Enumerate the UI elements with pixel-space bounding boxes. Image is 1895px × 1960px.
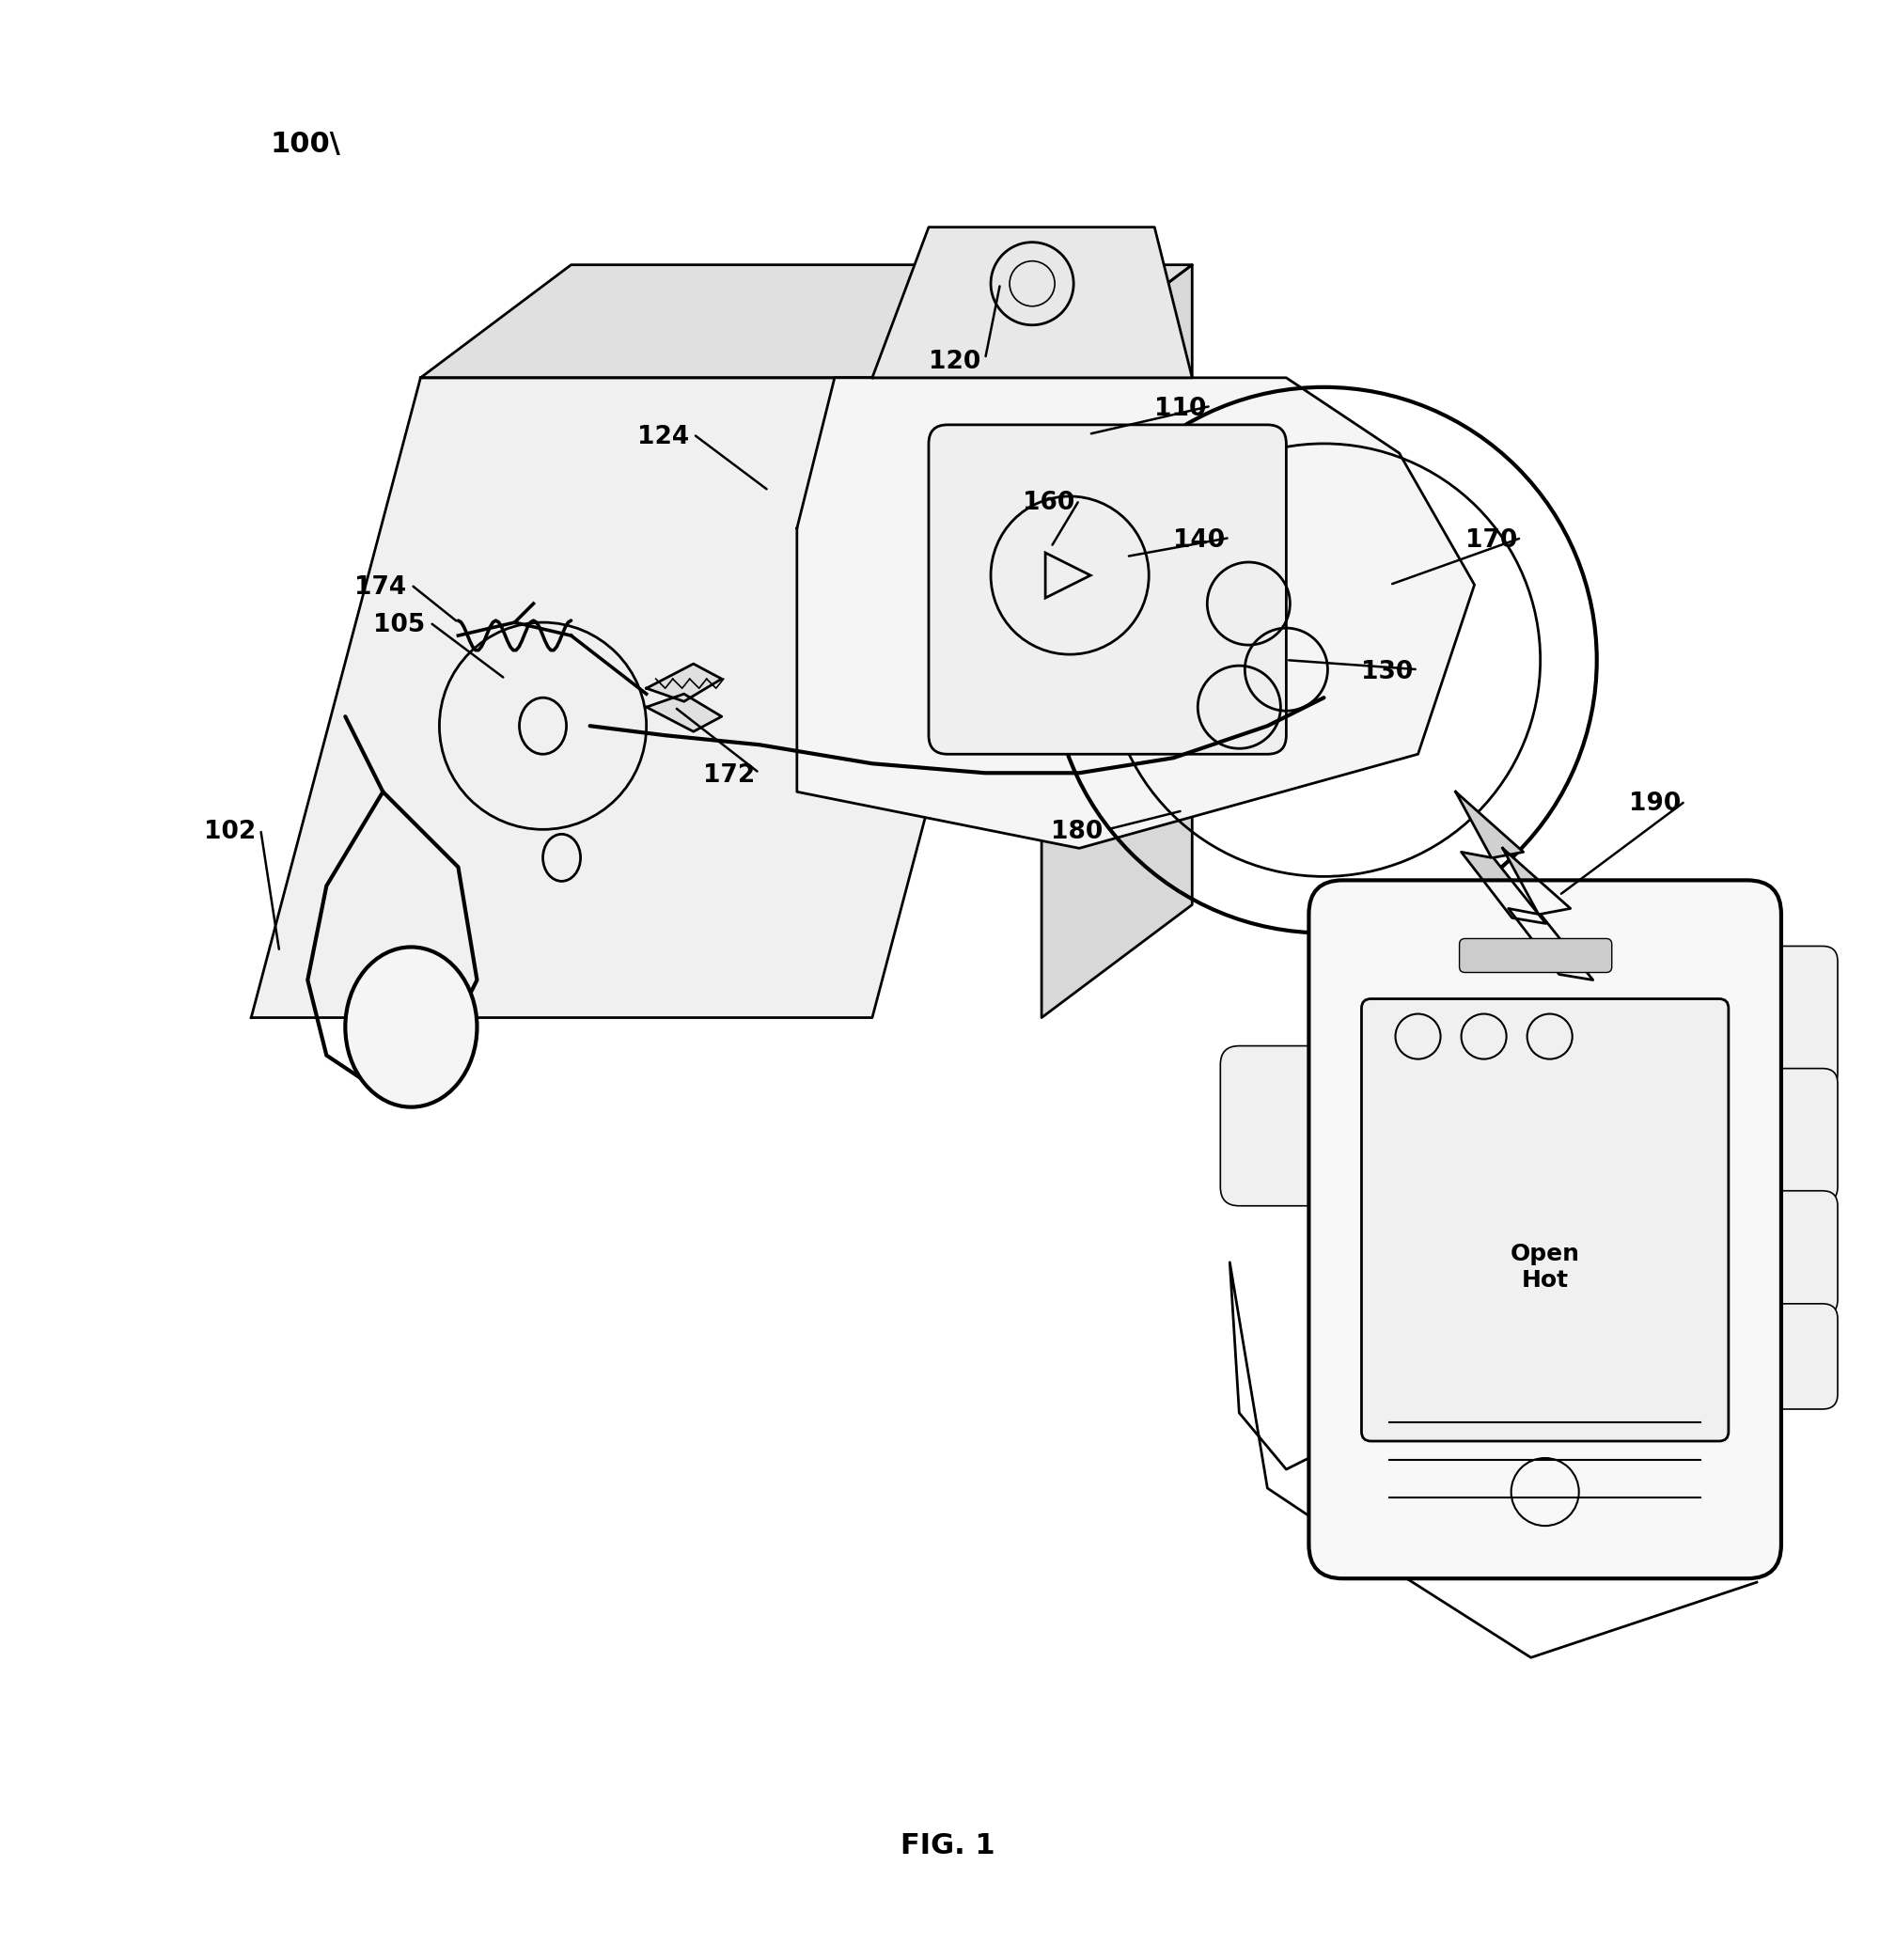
Text: 140: 140 bbox=[1173, 529, 1226, 553]
Text: 180: 180 bbox=[1052, 819, 1103, 845]
Polygon shape bbox=[646, 664, 722, 702]
FancyBboxPatch shape bbox=[1723, 947, 1838, 1090]
Polygon shape bbox=[421, 265, 1192, 378]
FancyBboxPatch shape bbox=[929, 425, 1287, 755]
Polygon shape bbox=[872, 227, 1192, 378]
Text: 190: 190 bbox=[1630, 792, 1681, 815]
FancyBboxPatch shape bbox=[1723, 1068, 1838, 1201]
Text: 100\: 100\ bbox=[269, 129, 341, 157]
Text: 110: 110 bbox=[1154, 396, 1207, 421]
Text: 120: 120 bbox=[929, 349, 980, 374]
Text: Open
Hot: Open Hot bbox=[1510, 1243, 1580, 1292]
Text: 105: 105 bbox=[373, 613, 426, 637]
FancyBboxPatch shape bbox=[1459, 939, 1613, 972]
FancyBboxPatch shape bbox=[1723, 1192, 1838, 1315]
Ellipse shape bbox=[345, 947, 478, 1107]
Text: 170: 170 bbox=[1465, 529, 1518, 553]
Text: 102: 102 bbox=[205, 819, 256, 845]
Text: FIG. 1: FIG. 1 bbox=[900, 1833, 995, 1860]
FancyBboxPatch shape bbox=[1361, 1000, 1728, 1441]
Polygon shape bbox=[798, 378, 1474, 849]
Polygon shape bbox=[1503, 849, 1594, 980]
Polygon shape bbox=[1455, 792, 1546, 923]
Text: 160: 160 bbox=[1023, 490, 1074, 515]
Text: 172: 172 bbox=[703, 764, 754, 788]
FancyBboxPatch shape bbox=[1309, 880, 1781, 1578]
Text: 124: 124 bbox=[637, 425, 688, 449]
Text: 174: 174 bbox=[354, 576, 407, 600]
FancyBboxPatch shape bbox=[1220, 1047, 1338, 1205]
Text: 130: 130 bbox=[1361, 661, 1414, 684]
Polygon shape bbox=[646, 694, 722, 731]
FancyBboxPatch shape bbox=[1723, 1303, 1838, 1409]
Polygon shape bbox=[252, 378, 1042, 1017]
Polygon shape bbox=[1042, 265, 1192, 1017]
